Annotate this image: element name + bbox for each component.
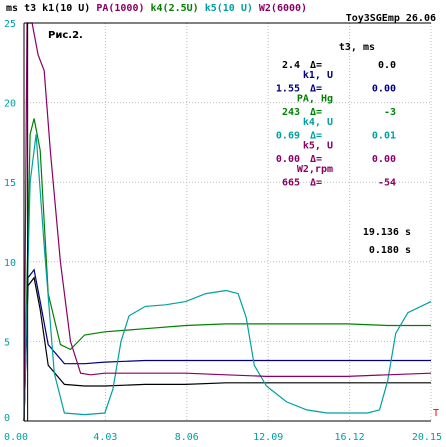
readout-delta-label-5: Δ= — [310, 178, 322, 189]
readout-unit-0: k1, U — [303, 70, 333, 81]
readout-delta-4: 0.00 — [372, 154, 396, 165]
time-readout-2: 0.180 s — [369, 245, 411, 256]
x-tick-label: 8.06 — [175, 432, 199, 443]
x-tick-label: 0.00 — [4, 432, 28, 443]
y-tick-label: 15 — [4, 178, 16, 189]
readout-unit-2: k4, U — [303, 117, 333, 128]
readout-value-5: 665 — [282, 178, 300, 189]
series-line-3 — [23, 134, 432, 422]
readout-unit-1: PA, Hg — [297, 94, 333, 105]
x-tick-label: 12.09 — [253, 432, 283, 443]
header-channel-5: k5(10 U) — [199, 3, 253, 14]
readout-delta-0: 0.0 — [378, 60, 396, 71]
readout-delta-3: 0.01 — [372, 131, 396, 142]
readout-title: t3, ms — [339, 42, 375, 53]
readout-unit-4: W2,rpm — [297, 164, 333, 175]
readout-value-0: 2.4 — [282, 60, 300, 71]
readout-delta-2: -3 — [384, 107, 396, 118]
tick-labels: 0.00 4.03 8.06 12.09 16.12 20.15 0 5 10 15 20 25 T — [4, 19, 442, 443]
readout-value-3: 0.69 — [276, 131, 300, 142]
readout-unit-3: k5, U — [303, 141, 333, 152]
readout-value-2: 243 — [282, 107, 300, 118]
x-axis-label: T — [433, 408, 439, 419]
project-label: Toy3SGEmp 26.06 — [346, 13, 436, 24]
readout-delta-5: -54 — [378, 178, 396, 189]
y-tick-label: 20 — [4, 99, 16, 110]
readout-delta-label-0: Δ= — [310, 60, 322, 71]
readout-delta-label-3: Δ= — [310, 131, 322, 142]
readout-delta-label-2: Δ= — [310, 107, 322, 118]
series-line-1 — [23, 268, 431, 422]
figure-label: Рис.2. — [48, 30, 83, 41]
header-channel-1: t3 — [18, 3, 36, 14]
grid — [24, 22, 432, 421]
readout-delta-label-1: Δ= — [310, 84, 322, 95]
axes — [23, 22, 431, 422]
series-group — [23, 22, 432, 422]
x-tick-label: 16.12 — [335, 432, 365, 443]
series-line-2 — [23, 118, 431, 422]
x-tick-label: 4.03 — [93, 432, 117, 443]
y-tick-label: 5 — [4, 337, 10, 348]
x-tick-label: 20.15 — [412, 432, 442, 443]
header-channel-4: k4(2.5U) — [144, 3, 198, 14]
y-tick-label: 0 — [4, 413, 10, 424]
time-readout-1: 19.136 s — [363, 227, 411, 238]
channel-header: ms t3 k1(10 U) PA(1000) k4(2.5U) k5(10 U… — [6, 3, 307, 14]
readout-panel: t3, ms 2.4 Δ= 0.0 k1, U1.55 Δ= 0.00 PA, Hg 243 Δ=… — [276, 42, 396, 189]
series-line-0 — [23, 276, 431, 422]
header-channel-2: k1(10 U) — [36, 3, 90, 14]
header-channel-3: PA(1000) — [90, 3, 144, 14]
readout-delta-label-4: Δ= — [310, 154, 322, 165]
readout-value-4: 0.00 — [276, 154, 300, 165]
y-tick-label: 25 — [4, 19, 16, 30]
readout-delta-1: 0.00 — [372, 84, 396, 95]
readout-value-1: 1.55 — [276, 84, 300, 95]
series-line-4 — [23, 22, 432, 422]
y-tick-label: 10 — [4, 258, 16, 269]
header-channel-0: ms — [6, 3, 18, 14]
header-channel-6: W2(6000) — [253, 3, 307, 14]
